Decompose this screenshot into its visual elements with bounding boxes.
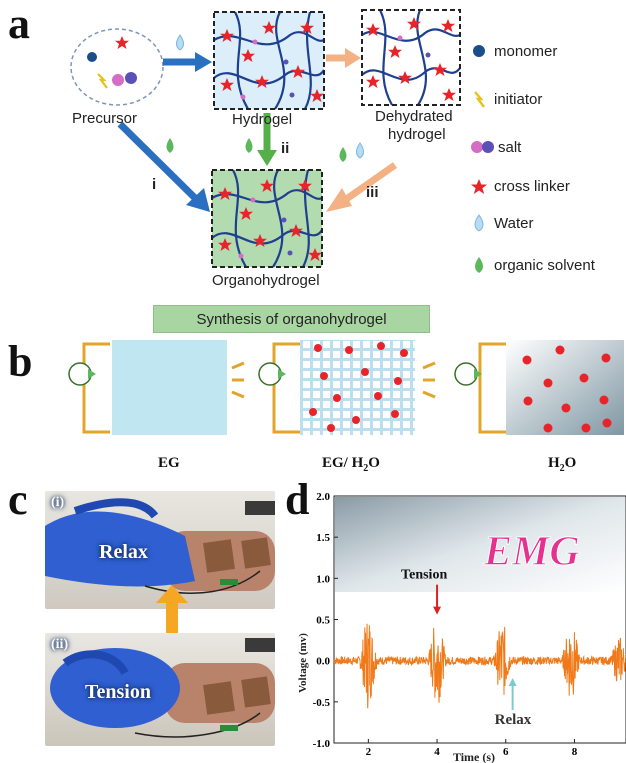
y-tick-label: 1.0 xyxy=(316,573,330,585)
legend-cross-linker: cross linker xyxy=(470,175,570,197)
green-drop-icon xyxy=(475,257,483,273)
x-axis-label: Time (s) xyxy=(453,750,495,763)
monomer-dot-icon xyxy=(473,45,485,57)
hydrogel-box xyxy=(213,11,325,110)
photo-tension: (ii) Tension xyxy=(45,633,275,746)
route-ii-label: ii xyxy=(281,140,290,157)
legend-water: Water xyxy=(470,212,533,234)
panel-a-letter: a xyxy=(8,0,30,48)
tension-annotation: Tension xyxy=(401,568,447,583)
arrow-route-i xyxy=(117,121,210,212)
relax-label: Relax xyxy=(99,541,148,563)
route-i-label: i xyxy=(152,176,157,193)
circuit-eg-h2o xyxy=(258,340,415,435)
green-drop-icon xyxy=(166,138,174,153)
y-tick-label: -1.0 xyxy=(313,738,331,750)
legend-monomer: monomer xyxy=(470,40,557,62)
legend-label: organic solvent xyxy=(494,256,595,274)
precursor-ellipse xyxy=(70,28,164,106)
arrow-hydrogel-to-dehydrated xyxy=(326,48,361,68)
dehydrated-label-line1: Dehydrated xyxy=(375,108,453,125)
panel-d-letter: d xyxy=(285,475,310,524)
y-tick-label: 2.0 xyxy=(316,493,330,503)
legend-label: cross linker xyxy=(494,177,570,195)
water-drop-icon xyxy=(474,214,484,232)
synthesis-banner: Synthesis of organohydrogel xyxy=(153,305,430,333)
y-tick-label: -0.5 xyxy=(313,697,331,709)
tension-arrowhead xyxy=(433,606,442,615)
x-axis-ticks: 2 4 6 8 xyxy=(366,739,578,758)
x-tick-label: 2 xyxy=(366,746,372,758)
relax-annotation: Relax xyxy=(495,712,532,728)
organohydrogel-box xyxy=(211,169,323,268)
route-iii-label: iii xyxy=(366,184,379,201)
precursor-label: Precursor xyxy=(72,110,138,127)
light-rays xyxy=(422,361,436,399)
y-tick-label: 0.0 xyxy=(316,656,330,668)
emg-banner-text: EMG xyxy=(483,529,580,575)
legend-label: salt xyxy=(498,138,522,156)
panel-c-letter: c xyxy=(8,475,28,524)
dehydrated-hydrogel-box xyxy=(361,9,461,106)
legend-initiator: initiator xyxy=(470,88,542,110)
water-drop-icon xyxy=(356,142,364,159)
light-rays xyxy=(231,361,245,399)
emg-signal-line xyxy=(333,623,626,709)
chart-annotations: Tension Relax xyxy=(401,568,532,728)
x-tick-label: 6 xyxy=(503,746,509,758)
arrow-route-ii xyxy=(257,113,277,166)
legend-organic-solvent: organic solvent xyxy=(470,254,595,276)
relax-arrowhead xyxy=(508,677,517,686)
relax-tag: (i) xyxy=(51,495,65,510)
panel-b-diagram xyxy=(68,340,624,435)
panel-a-diagram xyxy=(70,9,461,268)
initiator-bolt-icon xyxy=(474,91,485,108)
label-eg-h2o: EG/ H2O xyxy=(322,455,380,474)
arrow-route-iii xyxy=(326,162,398,212)
legend-label: initiator xyxy=(494,90,543,108)
red-star-icon xyxy=(471,179,487,194)
organohydrogel-label: Organohydrogel xyxy=(212,272,320,289)
legend-salt: salt xyxy=(470,136,521,158)
tension-label: Tension xyxy=(85,681,151,703)
circuit-eg xyxy=(68,340,227,435)
water-drop-icon xyxy=(176,34,184,51)
arrow-precursor-to-hydrogel xyxy=(163,52,212,72)
hydrogel-label: Hydrogel xyxy=(232,111,293,128)
green-drop-icon xyxy=(245,138,253,153)
panel-b-letter: b xyxy=(8,337,33,386)
green-drop-icon xyxy=(339,147,347,162)
legend-label: monomer xyxy=(494,42,558,60)
label-h2o: H2O xyxy=(548,455,577,474)
tension-tag: (ii) xyxy=(51,637,69,652)
x-tick-label: 8 xyxy=(572,746,578,758)
photo-relax: (i) Relax xyxy=(45,491,275,609)
legend-label: Water xyxy=(494,214,534,232)
x-tick-label: 4 xyxy=(434,746,440,758)
circuit-h2o xyxy=(454,340,624,435)
dehydrated-label-line2: hydrogel xyxy=(388,126,446,143)
emg-chart: EMG 2.0 1.5 1.0 0.5 0.0 -0.5 -1.0 2 4 6 8 Tension… xyxy=(297,493,626,763)
salt-dots-icon xyxy=(471,141,494,153)
y-axis-label: Voltage (mv) xyxy=(297,633,309,693)
y-tick-label: 0.5 xyxy=(316,615,330,627)
y-tick-label: 1.5 xyxy=(316,532,330,544)
emg-banner-bg xyxy=(335,497,625,592)
label-eg: EG xyxy=(158,455,180,471)
